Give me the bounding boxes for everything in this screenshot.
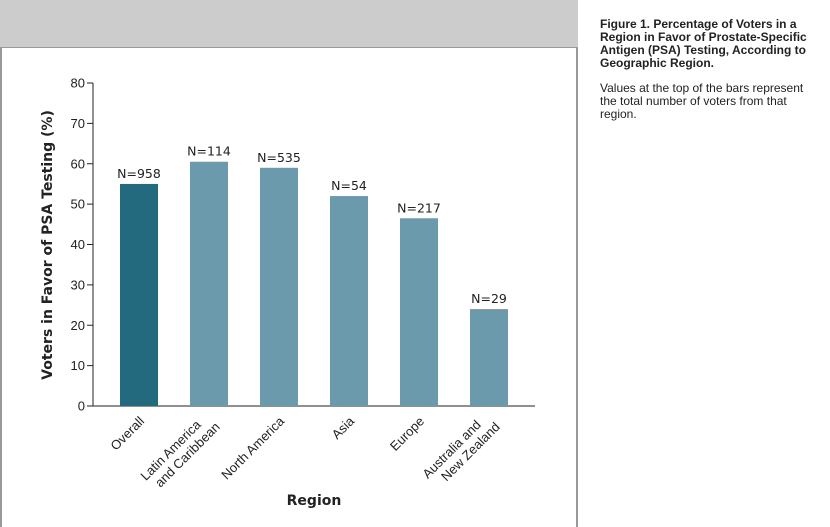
x-category-label-line: Europe bbox=[387, 414, 427, 454]
x-category-label: North America bbox=[218, 413, 287, 482]
y-tick-label: 60 bbox=[71, 156, 85, 171]
y-tick-label: 0 bbox=[78, 399, 85, 414]
caption-title: Figure 1. Percentage of Voters in a Regi… bbox=[600, 17, 807, 70]
y-tick-label: 30 bbox=[71, 277, 85, 292]
bar-data-label: N=217 bbox=[397, 200, 441, 215]
bar-data-label: N=54 bbox=[331, 178, 367, 193]
figure-panel-header bbox=[0, 0, 578, 48]
y-tick-label: 40 bbox=[71, 237, 85, 252]
bar bbox=[260, 167, 298, 406]
bar-data-label: N=958 bbox=[117, 166, 161, 181]
figure-panel: 0 10 20 30 40 50 60 70 80 N=958 Overall N=114 Latin … bbox=[0, 0, 578, 527]
y-tick-label: 20 bbox=[71, 318, 85, 333]
x-category-label-line: Asia bbox=[329, 413, 358, 442]
bar bbox=[120, 183, 158, 406]
y-tick-label: 80 bbox=[71, 76, 85, 91]
y-tick-label: 50 bbox=[71, 197, 85, 212]
bar bbox=[190, 161, 228, 406]
x-category-label-line: North America bbox=[218, 413, 287, 482]
y-tick-label: 70 bbox=[71, 116, 85, 131]
bar-data-label: N=29 bbox=[471, 291, 507, 306]
bar-data-label: N=535 bbox=[257, 150, 301, 165]
figure-caption: Figure 1. Percentage of Voters in a Regi… bbox=[600, 18, 822, 121]
bar bbox=[470, 309, 508, 406]
y-tick-label: 10 bbox=[71, 358, 85, 373]
x-category-label-line: Overall bbox=[107, 413, 147, 453]
y-axis-title: Voters in Favor of PSA Testing (%) bbox=[40, 110, 56, 380]
bar bbox=[330, 196, 368, 406]
caption-body: Values at the top of the bars represent … bbox=[600, 81, 804, 121]
bar bbox=[400, 218, 438, 406]
bar-chart: 0 10 20 30 40 50 60 70 80 N=958 Overall N=114 Latin … bbox=[40, 76, 535, 509]
bar-data-label: N=114 bbox=[187, 144, 231, 159]
x-axis-title: Region bbox=[287, 493, 342, 509]
x-category-label: Overall bbox=[107, 413, 147, 453]
x-category-label: Asia bbox=[329, 413, 358, 442]
x-category-label: Europe bbox=[387, 414, 427, 454]
figure-panel-border bbox=[0, 48, 2, 527]
